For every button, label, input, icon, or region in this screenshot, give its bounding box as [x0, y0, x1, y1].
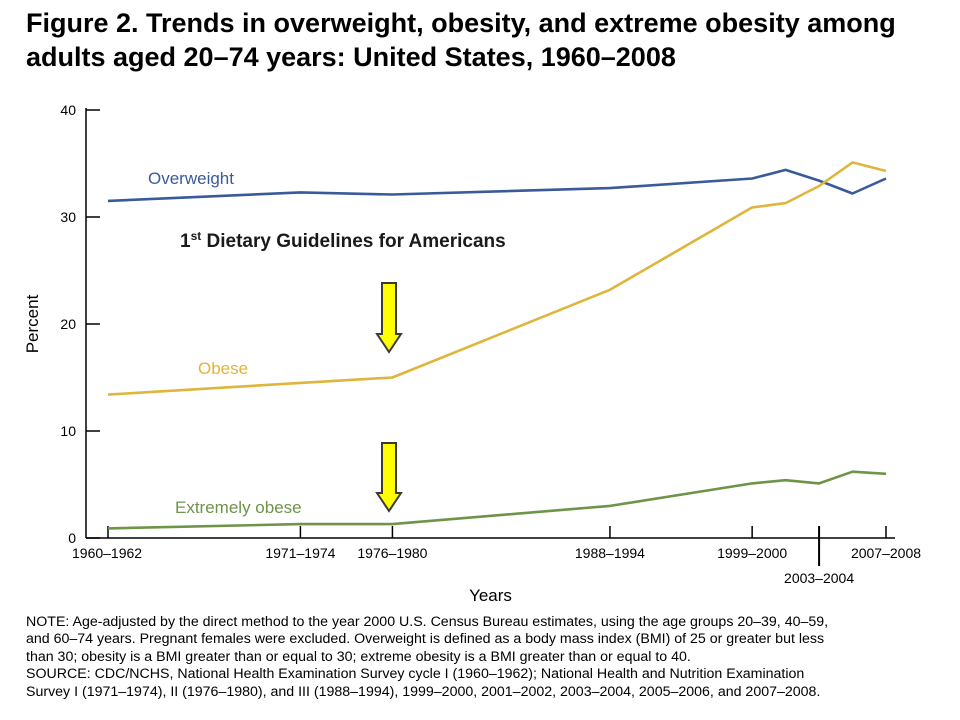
- series-label: Obese: [198, 359, 248, 378]
- axes: 0 10 20 30 40 Percent 1960–1962 1971–1974 1976–1…: [23, 102, 921, 605]
- y-tick-label: 10: [60, 423, 76, 439]
- x-tick-label: 2007–2008: [851, 545, 921, 561]
- y-tick-label: 0: [68, 530, 76, 546]
- series-line: [107, 161, 887, 396]
- x-tick-label: 2003–2004: [784, 570, 854, 586]
- source-line: SOURCE: CDC/NCHS, National Health Examin…: [26, 666, 805, 683]
- chart-title: Figure 2. Trends in overweight, obesity,…: [26, 6, 946, 74]
- annotations: 1st Dietary Guidelines for Americans: [180, 229, 506, 513]
- x-tick-label: 1999–2000: [717, 545, 787, 561]
- arrow-down-icon: [375, 442, 403, 513]
- y-tick-label: 30: [60, 209, 76, 225]
- series-line: [107, 470, 887, 530]
- note-line: than 30; obesity is a BMI greater than o…: [26, 648, 691, 665]
- series-line: [107, 168, 887, 203]
- series-labels: Overweight Obese Extremely obese: [148, 169, 302, 517]
- guidelines-annotation: 1st Dietary Guidelines for Americans: [180, 229, 506, 252]
- y-tick-label: 40: [60, 102, 76, 118]
- source-line: Survey I (1971–1974), II (1976–1980), an…: [26, 683, 821, 700]
- series-lines: [107, 161, 887, 530]
- x-tick-label: 1960–1962: [72, 545, 142, 561]
- x-tick-label: 1971–1974: [265, 545, 335, 561]
- series-label: Extremely obese: [175, 498, 302, 517]
- x-tick-label: 1988–1994: [575, 545, 645, 561]
- note-line: NOTE: Age-adjusted by the direct method …: [26, 614, 829, 630]
- x-tick-label: 1976–1980: [357, 545, 427, 561]
- arrow-down-icon: [375, 282, 403, 354]
- title-line-2: adults aged 20–74 years: United States, …: [26, 42, 676, 72]
- series-label: Overweight: [148, 169, 234, 188]
- notes: NOTE: Age-adjusted by the direct method …: [26, 614, 946, 701]
- chart: 0 10 20 30 40 Percent 1960–1962 1971–1974 1976–1…: [23, 102, 921, 605]
- note-line: and 60–74 years. Pregnant females were e…: [26, 631, 825, 648]
- title-line-1: Figure 2. Trends in overweight, obesity,…: [26, 8, 896, 38]
- x-axis-label: Years: [469, 586, 512, 605]
- y-axis-label: Percent: [23, 294, 42, 353]
- y-tick-label: 20: [60, 316, 76, 332]
